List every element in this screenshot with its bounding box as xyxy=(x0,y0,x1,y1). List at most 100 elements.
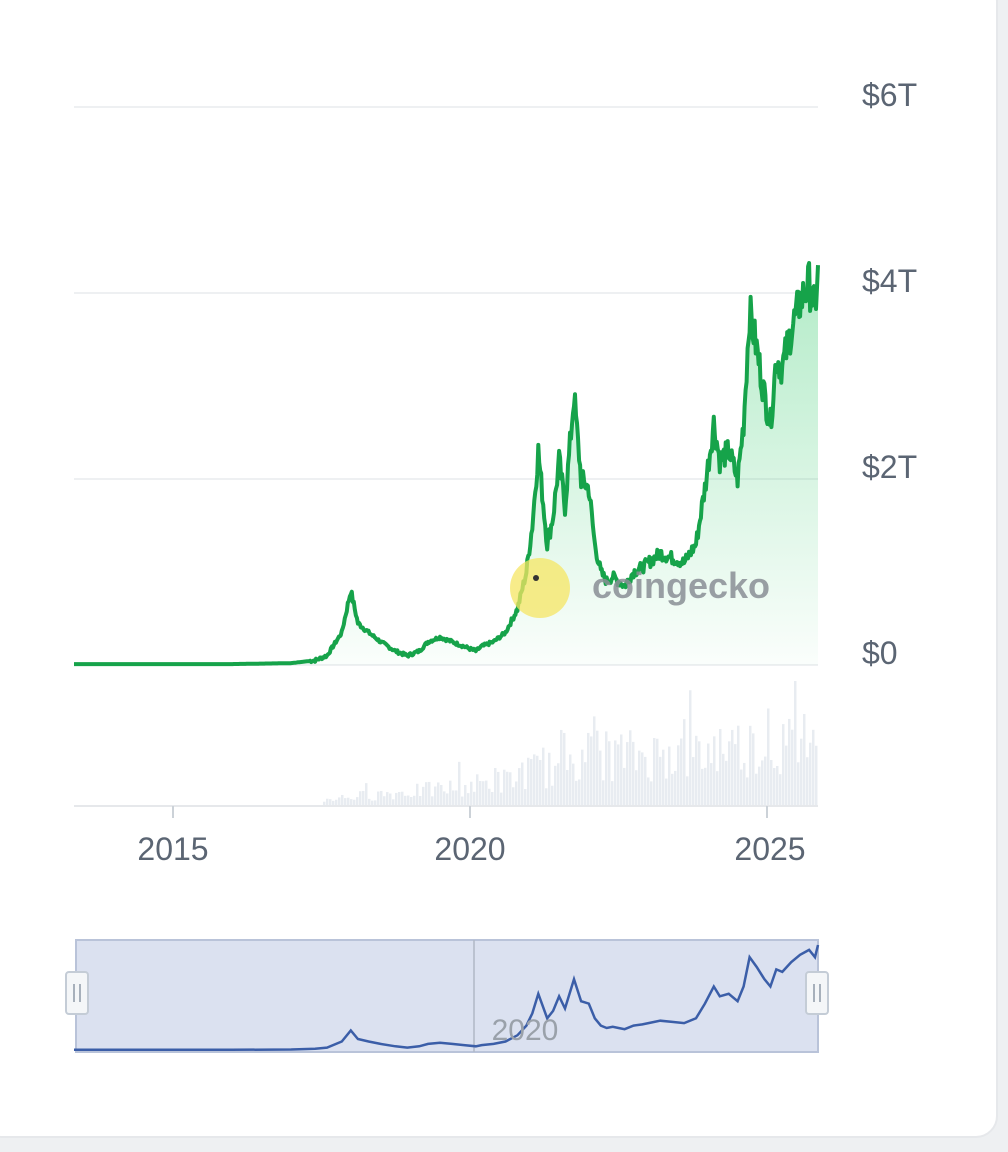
volume-bar xyxy=(329,799,332,806)
volume-bar xyxy=(464,785,467,806)
volume-bar xyxy=(395,792,398,806)
y-tick-label: $2T xyxy=(862,449,917,485)
volume-bar xyxy=(800,738,803,806)
volume-bar xyxy=(779,774,782,806)
volume-bar xyxy=(695,735,698,806)
volume-bar xyxy=(677,745,680,806)
volume-bar xyxy=(413,795,416,806)
volume-bar xyxy=(596,730,599,806)
volume-bar xyxy=(533,754,536,806)
volume-bar xyxy=(773,768,776,806)
volume-bar xyxy=(458,761,461,806)
volume-bar xyxy=(512,787,515,806)
volume-bar xyxy=(428,781,431,806)
volume-bar xyxy=(479,780,482,806)
navigator-series-line xyxy=(74,944,820,1052)
volume-bar xyxy=(434,786,437,806)
volume-bar xyxy=(602,780,605,806)
volume-bar xyxy=(707,743,710,806)
volume-bar xyxy=(635,770,638,806)
volume-bar xyxy=(698,741,701,806)
volume-bar xyxy=(647,777,650,806)
volume-bar xyxy=(539,759,542,806)
volume-bar xyxy=(401,791,404,806)
volume-bar xyxy=(356,797,359,806)
x-tick-label: 2025 xyxy=(734,831,805,867)
volume-bar xyxy=(494,768,497,806)
volume-bar xyxy=(371,800,374,806)
volume-bar xyxy=(335,799,338,806)
volume-bar xyxy=(485,780,488,806)
market-cap-line xyxy=(73,261,820,667)
volume-bar xyxy=(683,719,686,806)
volume-bar xyxy=(350,799,353,806)
volume-bar xyxy=(740,769,743,806)
volume-bar xyxy=(686,776,689,806)
volume-bar xyxy=(716,771,719,806)
volume-bar xyxy=(368,798,371,806)
volume-bar xyxy=(476,774,479,806)
volume-bar xyxy=(719,729,722,806)
volume-bar xyxy=(521,762,524,806)
watermark-text: coingecko xyxy=(592,565,770,606)
volume-bar xyxy=(365,783,368,806)
volume-bar xyxy=(728,741,731,806)
volume-bar xyxy=(527,757,530,806)
volume-bar xyxy=(407,795,410,806)
volume-bar xyxy=(632,741,635,806)
navigator-handle-right[interactable] xyxy=(805,971,829,1015)
volume-bar xyxy=(710,763,713,806)
volume-bar xyxy=(422,786,425,806)
volume-bar xyxy=(332,800,335,806)
volume-bar xyxy=(623,767,626,806)
volume-bar xyxy=(767,708,770,806)
range-navigator[interactable]: 2020 xyxy=(65,939,829,1053)
volume-bar xyxy=(437,782,440,806)
navigator-handle-left[interactable] xyxy=(65,971,89,1015)
volume-bar xyxy=(569,754,572,806)
volume-bar xyxy=(599,750,602,806)
volume-bar xyxy=(452,790,455,806)
volume-bar xyxy=(653,738,656,806)
volume-bar xyxy=(794,681,797,806)
volume-bar xyxy=(806,757,809,806)
volume-bar xyxy=(545,788,548,806)
volume-bar xyxy=(347,797,350,806)
volume-bar xyxy=(749,725,752,806)
y-axis: $6T $4T $2T $0 xyxy=(862,77,917,671)
volume-bar xyxy=(467,793,470,806)
volume-bar xyxy=(785,745,788,806)
volume-bar xyxy=(812,729,815,806)
volume-bar xyxy=(689,690,692,806)
volume-bar xyxy=(761,760,764,806)
x-tick-label: 2020 xyxy=(434,831,505,867)
navigator-selection[interactable] xyxy=(75,939,819,1053)
volume-bar xyxy=(374,800,377,806)
volume-bar xyxy=(665,778,668,806)
volume-bar xyxy=(650,781,653,806)
volume-bar xyxy=(734,744,737,806)
volume-bars xyxy=(323,681,818,806)
volume-bar xyxy=(383,796,386,806)
navigator-label: 2020 xyxy=(492,1014,559,1047)
volume-bar xyxy=(692,757,695,806)
volume-bar xyxy=(443,791,446,806)
volume-bar xyxy=(629,730,632,806)
volume-bar xyxy=(560,729,563,806)
volume-bar xyxy=(551,785,554,806)
volume-bar xyxy=(323,801,326,806)
volume-bar xyxy=(704,767,707,806)
volume-bar xyxy=(680,738,683,806)
volume-bar xyxy=(644,756,647,806)
volume-bar xyxy=(548,752,551,806)
volume-bar xyxy=(590,736,593,806)
y-tick-label: $0 xyxy=(862,635,898,671)
volume-bar xyxy=(782,724,785,806)
market-cap-area xyxy=(74,263,818,665)
y-tick-label: $4T xyxy=(862,263,917,299)
volume-bar xyxy=(536,755,539,806)
volume-bar xyxy=(731,729,734,806)
volume-bar xyxy=(776,766,779,806)
volume-bar xyxy=(572,763,575,806)
